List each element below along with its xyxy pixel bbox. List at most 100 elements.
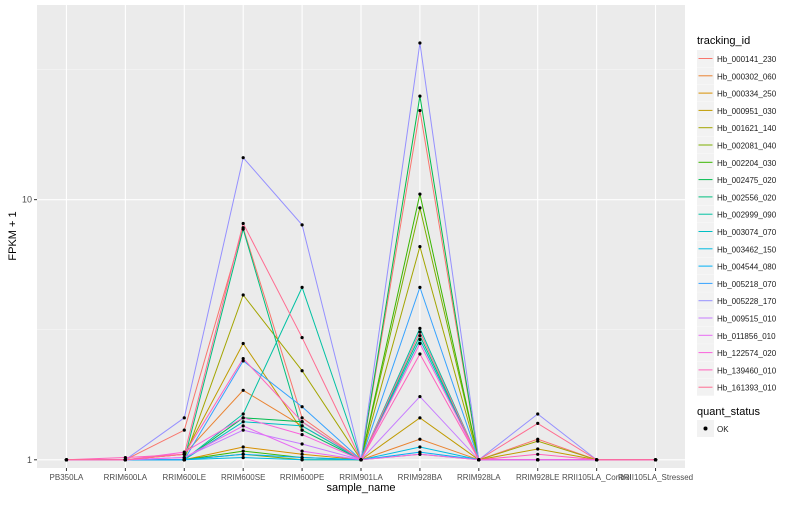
data-point-Hb_001621_140	[536, 439, 540, 443]
data-point-Hb_122574_020	[300, 432, 304, 437]
y-tick-label: 10	[22, 195, 32, 205]
x-tick-label: RRIM928LE	[516, 473, 560, 482]
data-point-Hb_000334_250	[241, 445, 245, 449]
data-point-Hb_001621_140	[300, 369, 304, 373]
data-point-Hb_002081_040	[418, 206, 422, 210]
data-point-Hb_000141_230	[182, 428, 186, 432]
data-point-Hb_000302_060	[418, 437, 422, 441]
quant-legend-point	[703, 426, 708, 431]
data-point-Hb_161393_010	[536, 421, 540, 426]
data-point-Hb_002204_030	[418, 192, 422, 196]
data-point-Hb_161393_010	[64, 458, 69, 462]
data-point-Hb_004544_080	[300, 455, 304, 460]
x-tick-label: PB350LA	[50, 473, 84, 482]
x-tick-label: RRIM928BA	[398, 473, 443, 482]
data-point-Hb_005218_070	[241, 359, 245, 363]
legend-label: Hb_011856_010	[717, 332, 776, 341]
data-point-Hb_161393_010	[595, 458, 599, 462]
data-point-Hb_000141_230	[300, 416, 304, 420]
legend-label: Hb_000141_230	[717, 55, 777, 64]
data-point-Hb_000334_250	[300, 452, 304, 456]
data-point-Hb_002475_020	[418, 94, 422, 98]
legend-label: Hb_122574_020	[717, 349, 777, 358]
data-point-Hb_139460_010	[123, 455, 127, 460]
data-point-Hb_161393_010	[359, 458, 363, 462]
data-point-Hb_009515_010	[300, 442, 304, 446]
data-point-Hb_161393_010	[123, 458, 127, 462]
data-point-Hb_005218_070	[182, 458, 186, 462]
data-point-Hb_005228_170	[536, 412, 540, 416]
data-point-Hb_009515_010	[241, 428, 245, 432]
legend-label: Hb_003074_070	[717, 228, 777, 237]
x-tick-label: RRIM600SE	[221, 473, 265, 482]
data-point-Hb_005228_170	[182, 416, 186, 420]
data-point-Hb_003462_150	[300, 458, 304, 462]
legend-label: Hb_002475_020	[717, 176, 777, 185]
data-point-Hb_003074_070	[418, 337, 422, 342]
data-point-Hb_161393_010	[653, 458, 658, 462]
legend: tracking_id Hb_000141_230Hb_000302_060Hb…	[697, 35, 777, 437]
data-point-Hb_161393_010	[477, 458, 481, 462]
legend-label: Hb_139460_010	[717, 366, 777, 375]
legend-label: Hb_002204_030	[717, 159, 777, 168]
legend-label: Hb_002999_090	[717, 211, 777, 220]
data-point-Hb_161393_010	[300, 335, 304, 340]
data-point-Hb_004544_080	[241, 452, 245, 456]
data-point-Hb_002999_090	[300, 285, 304, 289]
legend-title: tracking_id	[697, 35, 750, 47]
data-points	[64, 41, 658, 462]
legend-label: Hb_005228_170	[717, 297, 777, 306]
data-point-Hb_139460_010	[300, 420, 304, 424]
legend-label: Hb_000302_060	[717, 72, 777, 81]
data-point-Hb_139460_010	[536, 452, 540, 456]
y-axis: 1 10	[22, 195, 37, 465]
data-point-Hb_161393_010	[418, 330, 422, 334]
x-tick-label: RRIM901LA	[339, 473, 383, 482]
y-tick-label: 1	[27, 455, 32, 465]
data-point-Hb_009515_010	[418, 394, 422, 399]
data-point-Hb_011856_010	[182, 455, 186, 460]
legend-items: Hb_000141_230 Hb_000302_060 Hb_000334_250 H…	[697, 50, 777, 396]
data-point-Hb_002204_030	[241, 449, 245, 453]
data-point-Hb_002556_020	[418, 334, 422, 338]
x-tick-label: RRII105LA_Control	[562, 473, 632, 482]
data-point-Hb_001621_140	[241, 293, 245, 297]
data-point-Hb_000951_030	[241, 341, 245, 346]
data-point-Hb_001621_140	[418, 244, 422, 249]
data-point-Hb_161393_010	[241, 221, 245, 226]
legend-label: Hb_005218_070	[717, 280, 777, 289]
x-tick-label: RRIM600LE	[162, 473, 206, 482]
x-tick-label: RRIM928LA	[457, 473, 501, 482]
legend-label: Hb_009515_010	[717, 315, 777, 324]
data-point-Hb_003462_150	[418, 445, 422, 449]
x-axis: PB350LA RRIM600LA RRIM600LE RRIM600SE RRIM60…	[50, 468, 693, 482]
legend-label: Hb_000334_250	[717, 90, 777, 99]
data-point-Hb_000141_230	[418, 108, 422, 113]
data-point-Hb_000951_030	[536, 447, 540, 451]
quant-legend-label: OK	[717, 425, 729, 434]
data-point-Hb_002999_090	[241, 412, 245, 416]
data-point-Hb_011856_010	[300, 449, 304, 453]
data-point-Hb_000951_030	[418, 416, 422, 420]
data-point-Hb_139460_010	[418, 352, 422, 356]
data-point-Hb_005228_170	[418, 41, 422, 45]
data-point-Hb_002556_020	[300, 428, 304, 432]
data-point-Hb_122574_020	[418, 341, 422, 346]
data-point-Hb_003074_070	[241, 420, 245, 424]
data-point-Hb_005218_070	[418, 285, 422, 289]
data-point-Hb_011856_010	[418, 452, 422, 456]
data-point-Hb_000302_060	[241, 388, 245, 392]
x-tick-label: RRIM600LA	[104, 473, 148, 482]
data-point-Hb_122574_020	[536, 458, 540, 462]
x-tick-label: RRIM600PE	[280, 473, 324, 482]
legend-label: Hb_161393_010	[717, 384, 777, 393]
data-point-Hb_002999_090	[418, 326, 422, 330]
data-point-Hb_003462_150	[241, 455, 245, 460]
data-point-Hb_005218_070	[300, 405, 304, 409]
data-point-Hb_005228_170	[300, 223, 304, 227]
data-point-Hb_139460_010	[241, 356, 245, 361]
legend-label: Hb_000951_030	[717, 107, 777, 116]
data-point-Hb_005228_170	[241, 156, 245, 160]
